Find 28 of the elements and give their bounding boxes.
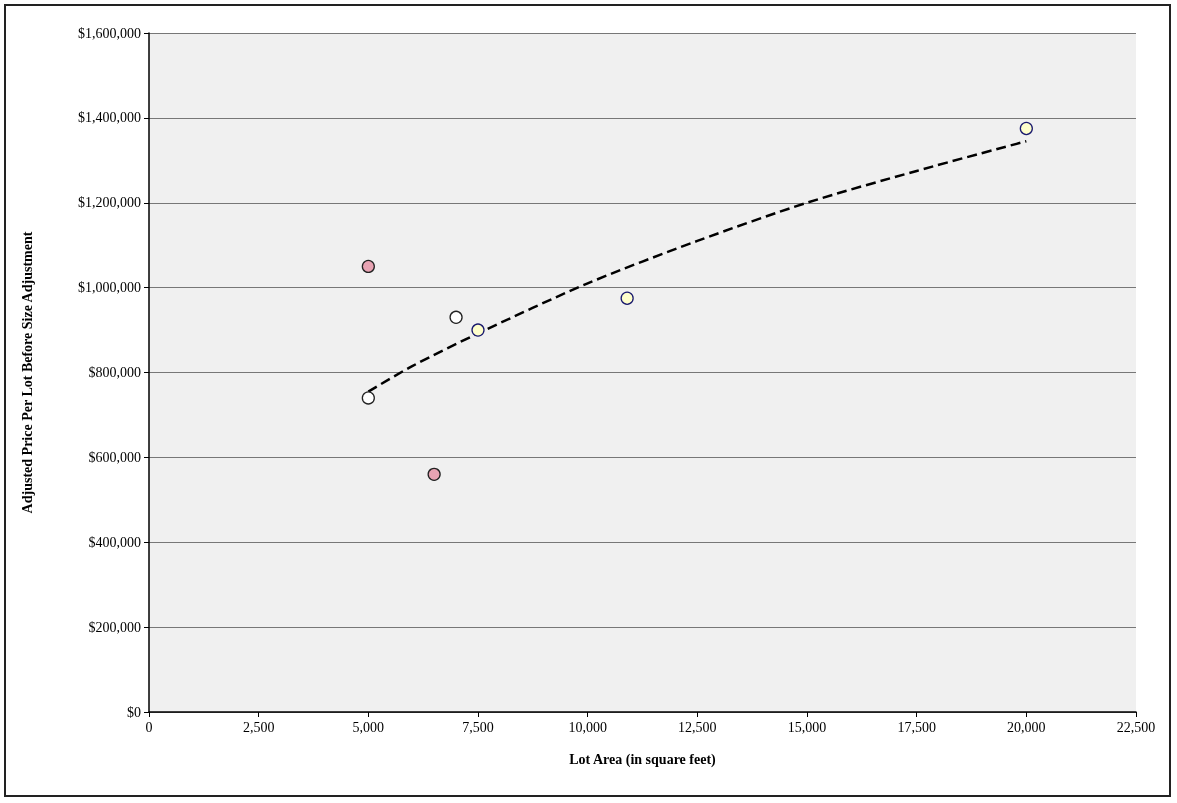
point	[620, 291, 634, 305]
y-tick-label: $1,200,000	[78, 195, 141, 211]
y-tick-label: $600,000	[88, 449, 141, 465]
point	[1019, 121, 1033, 136]
y-tick-label: $1,400,000	[78, 110, 141, 126]
x-axis-title: Lot Area (in square feet)	[569, 751, 717, 768]
x-tick-label: 10,000	[568, 719, 607, 735]
y-axis-title: Adjusted Price Per Lot Before Size Adjustment	[19, 231, 35, 514]
point	[361, 391, 375, 405]
point	[471, 323, 485, 337]
x-tick-label: 0	[145, 719, 153, 735]
x-tick-label: 2,500	[242, 719, 275, 735]
x-tick-label: 15,000	[787, 719, 827, 735]
point	[449, 310, 463, 324]
y-tick-label: $400,000	[88, 534, 141, 550]
x-tick-label: 17,500	[897, 719, 936, 735]
x-tick-label: 12,500	[678, 719, 717, 735]
y-tick-label: $800,000	[88, 365, 141, 380]
x-tick-label: 7,500	[462, 719, 494, 735]
x-tick-label: 22,500	[1116, 719, 1156, 735]
y-tick-label: $200,000	[88, 619, 141, 635]
y-tick-label: $1,600,000	[78, 25, 141, 41]
point	[361, 259, 375, 274]
y-tick-label: $0	[127, 704, 141, 720]
x-tick-label: 5,000	[352, 719, 385, 735]
point	[427, 467, 441, 481]
x-tick-label: 20,000	[1007, 719, 1046, 735]
y-tick-label: $1,000,000	[78, 280, 141, 296]
